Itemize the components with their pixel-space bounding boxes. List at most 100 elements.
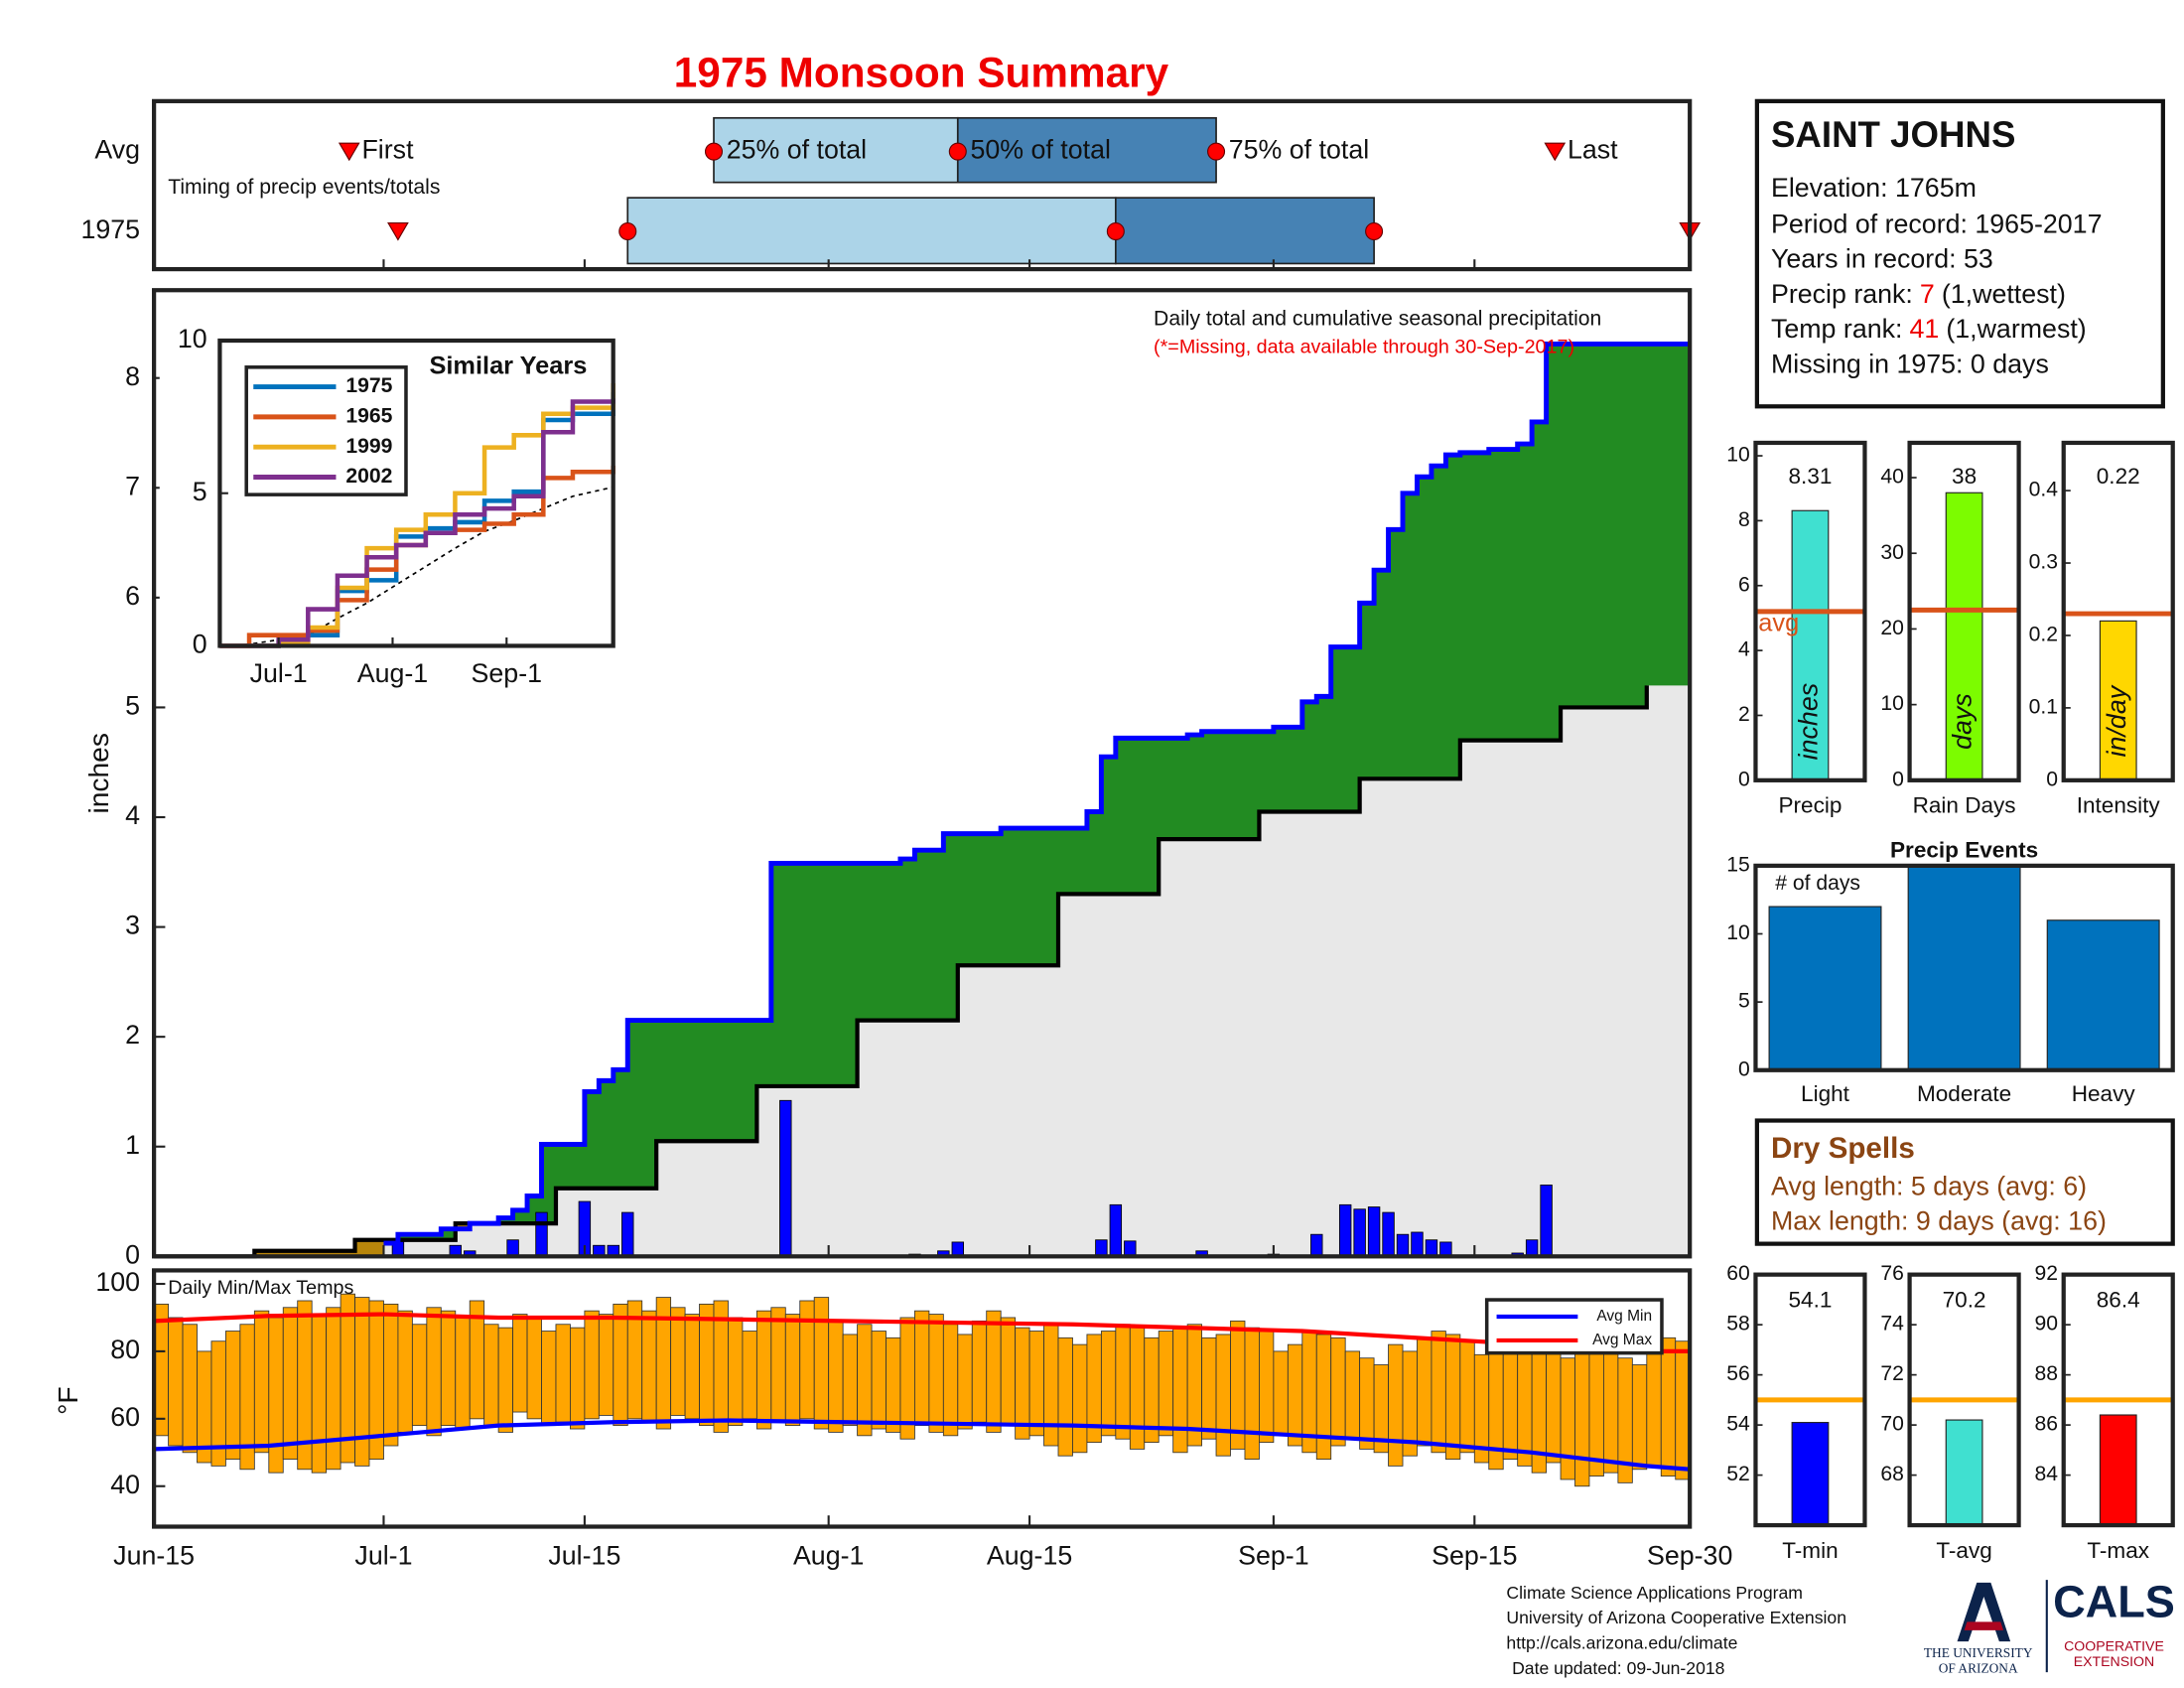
temp-range-bar: [641, 1310, 657, 1423]
temp-range-bar: [1675, 1340, 1691, 1480]
y-tick-label: 0.2: [2029, 624, 2058, 646]
station-box: [1754, 98, 2165, 409]
value-bar: [2099, 620, 2137, 781]
y-tick-label: 100: [95, 1267, 140, 1297]
cals-sub: COOPERATIVE: [2064, 1638, 2164, 1654]
temp-range-bar: [742, 1331, 757, 1420]
bar: [2046, 919, 2160, 1071]
y-tick-label: 60: [1726, 1262, 1750, 1285]
y-tick-label: 54: [1726, 1413, 1750, 1436]
precip-rank-value: 7: [1920, 279, 1935, 309]
legend-label: 2002: [345, 465, 392, 488]
timing-label: Last: [1568, 135, 1618, 165]
chart-note: (*=Missing, data available through 30-Se…: [1154, 336, 1574, 357]
temp-range-bar: [1560, 1357, 1575, 1480]
footer-line: http://cals.arizona.edu/climate: [1506, 1633, 1737, 1653]
quartile-box: [1114, 197, 1375, 265]
inset-title: Similar Years: [429, 352, 587, 380]
temp-range-bar: [282, 1307, 299, 1461]
value-bar: [2099, 1414, 2137, 1526]
temp-range-bar: [1359, 1357, 1375, 1450]
timing-label: First: [361, 135, 414, 165]
temp-range-bar: [914, 1310, 930, 1427]
legend-box: [1484, 1298, 1664, 1355]
event-marker: [387, 221, 409, 241]
precip-rank-note: (1,wettest): [1942, 279, 2066, 309]
value-bar: [1945, 492, 1983, 781]
y-tick-label: 5: [125, 691, 140, 721]
bar: [1768, 906, 1882, 1071]
y-tick-label: 3: [125, 911, 140, 940]
y-tick-label: 84: [2035, 1463, 2059, 1485]
y-tick-label: 80: [110, 1335, 140, 1364]
y-tick-label: 60: [110, 1402, 140, 1432]
y-tick-label: 4: [1738, 638, 1750, 661]
y-tick-label: 15: [1726, 853, 1750, 876]
daily-bar: [1525, 1239, 1539, 1257]
row-label: Avg: [94, 135, 140, 165]
cals-logo: CALS: [2053, 1576, 2175, 1626]
y-tick-label: 74: [1880, 1313, 1904, 1336]
temp-range-bar: [857, 1324, 873, 1437]
temp-range-bar: [1287, 1343, 1303, 1447]
temp-range-bar: [1459, 1340, 1475, 1454]
y-tick-label: 40: [110, 1470, 140, 1499]
temp-range-bar: [842, 1334, 859, 1427]
y-tick-label: 40: [1880, 466, 1904, 489]
temp-rank-note: (1,warmest): [1946, 314, 2086, 344]
timing-annotation: Timing of precip events/totals: [168, 176, 440, 199]
daily-bar: [1382, 1211, 1395, 1257]
value-label: 0.22: [2097, 464, 2140, 489]
temp-range-bar: [397, 1310, 413, 1433]
temp-range-bar: [354, 1297, 370, 1467]
temp-range-bar: [224, 1331, 241, 1461]
temp-range-bar: [584, 1310, 600, 1420]
temp-range-bar: [1057, 1336, 1073, 1457]
dry-spells-title: Dry Spells: [1771, 1132, 1915, 1165]
y-tick-label: 30: [1880, 541, 1904, 564]
temp-range-bar: [871, 1331, 887, 1430]
chart-annotation: Daily Min/Max Temps: [168, 1277, 353, 1299]
category-label: Intensity: [2077, 793, 2161, 818]
y-tick-label: 86: [2035, 1413, 2059, 1436]
category-label: Rain Days: [1913, 793, 2016, 818]
footer-line: Date updated: 09-Jun-2018: [1512, 1658, 1725, 1678]
daily-bar: [1425, 1239, 1438, 1257]
y-tick-label: 5: [193, 477, 207, 506]
station-years: Years in record: 53: [1771, 244, 1993, 274]
daily-bar: [1310, 1233, 1323, 1257]
temp-range-bar: [1072, 1343, 1088, 1454]
temp-range-bar: [512, 1314, 528, 1413]
y-axis-label: °F: [52, 1386, 83, 1415]
temp-range-bar: [1201, 1336, 1217, 1440]
temp-range-bar: [1660, 1336, 1677, 1477]
average-cumulative-line: [154, 685, 1649, 1259]
x-tick-label: Jul-15: [548, 1541, 620, 1571]
x-tick-label: Sep-30: [1647, 1541, 1732, 1571]
temp-range-bar: [598, 1314, 614, 1416]
y-tick-label: 2: [1738, 703, 1750, 726]
axes-frame: [1753, 863, 2175, 1072]
y-tick-label: 52: [1726, 1463, 1750, 1485]
value-bar: [1945, 1419, 1983, 1526]
temp-range-bar: [411, 1324, 428, 1427]
temp-range-bar: [1502, 1343, 1519, 1461]
y-tick-label: 8: [1738, 508, 1750, 531]
x-tick-label: Moderate: [1917, 1081, 2011, 1106]
temp-range-bar: [497, 1327, 514, 1433]
daily-bar: [621, 1211, 634, 1257]
y-tick-label: 92: [2035, 1262, 2059, 1285]
temp-rank-label: Temp rank:: [1771, 314, 1902, 344]
x-tick-label: Aug-1: [357, 658, 428, 688]
temp-range-bar: [168, 1317, 184, 1447]
footer-line: University of Arizona Cooperative Extens…: [1506, 1608, 1846, 1627]
daily-bar: [1338, 1203, 1352, 1257]
temp-range-bar: [1015, 1327, 1030, 1440]
y-tick-label: 6: [1738, 573, 1750, 596]
y-axis-label: inches: [82, 733, 114, 813]
daily-bar: [1411, 1231, 1424, 1257]
temp-rank-value: 41: [1909, 314, 1939, 344]
temp-range-bar: [986, 1310, 1002, 1433]
temp-range-bar: [1043, 1324, 1059, 1447]
value-bar: [1791, 1422, 1830, 1526]
